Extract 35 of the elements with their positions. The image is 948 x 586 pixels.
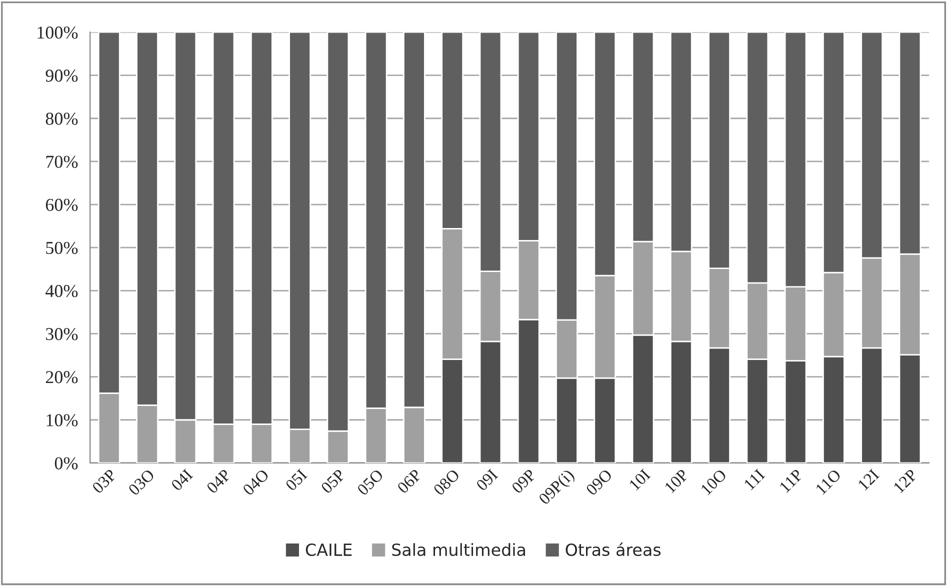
x-tick-label: 09I <box>476 468 498 492</box>
x-tick-label: 03P <box>92 468 117 494</box>
y-tick-label: 40% <box>46 284 78 298</box>
x-tick-label: 04I <box>170 468 194 492</box>
x-tick-label: 05P <box>320 468 346 494</box>
x-tick-label: 12I <box>858 468 880 491</box>
x-tick-label: 04P <box>206 468 232 494</box>
x-tick-label: 11I <box>744 468 766 490</box>
y-tick-label: 60% <box>46 198 78 212</box>
y-tick-label: 100% <box>38 26 78 39</box>
x-tick-label: 11P <box>779 468 804 493</box>
x-tick-label: 04O <box>242 468 270 496</box>
x-tick-label: 05O <box>356 468 384 496</box>
x-tick-label: 12P <box>893 468 918 494</box>
x-tick-label: 10I <box>628 468 651 491</box>
x-tick-label: 10O <box>700 468 728 496</box>
y-tick-label: 0% <box>54 457 78 470</box>
legend-label: Otras áreas <box>566 542 661 556</box>
x-tick-label: 06P <box>396 468 422 494</box>
y-tick-label: 30% <box>46 328 78 340</box>
x-tick-label: 11O <box>815 468 842 495</box>
legend-label: Sala multimedia <box>392 543 525 556</box>
x-tick-label: 03O <box>128 468 156 496</box>
y-tick-label: 20% <box>46 371 78 384</box>
y-tick-label: 90% <box>46 70 78 82</box>
x-tick-label: 09P <box>511 468 536 494</box>
y-tick-label: 70% <box>46 156 78 168</box>
legend-label: CAILE <box>306 543 352 556</box>
y-tick-label: 80% <box>46 112 78 125</box>
x-tick-label: 10P <box>664 468 689 494</box>
y-tick-label: 10% <box>46 414 78 426</box>
x-tick-label: 09O <box>585 468 613 496</box>
x-tick-label: 08O <box>432 468 460 496</box>
x-tick-label: 05I <box>284 468 308 492</box>
y-tick-label: 50% <box>46 242 78 254</box>
